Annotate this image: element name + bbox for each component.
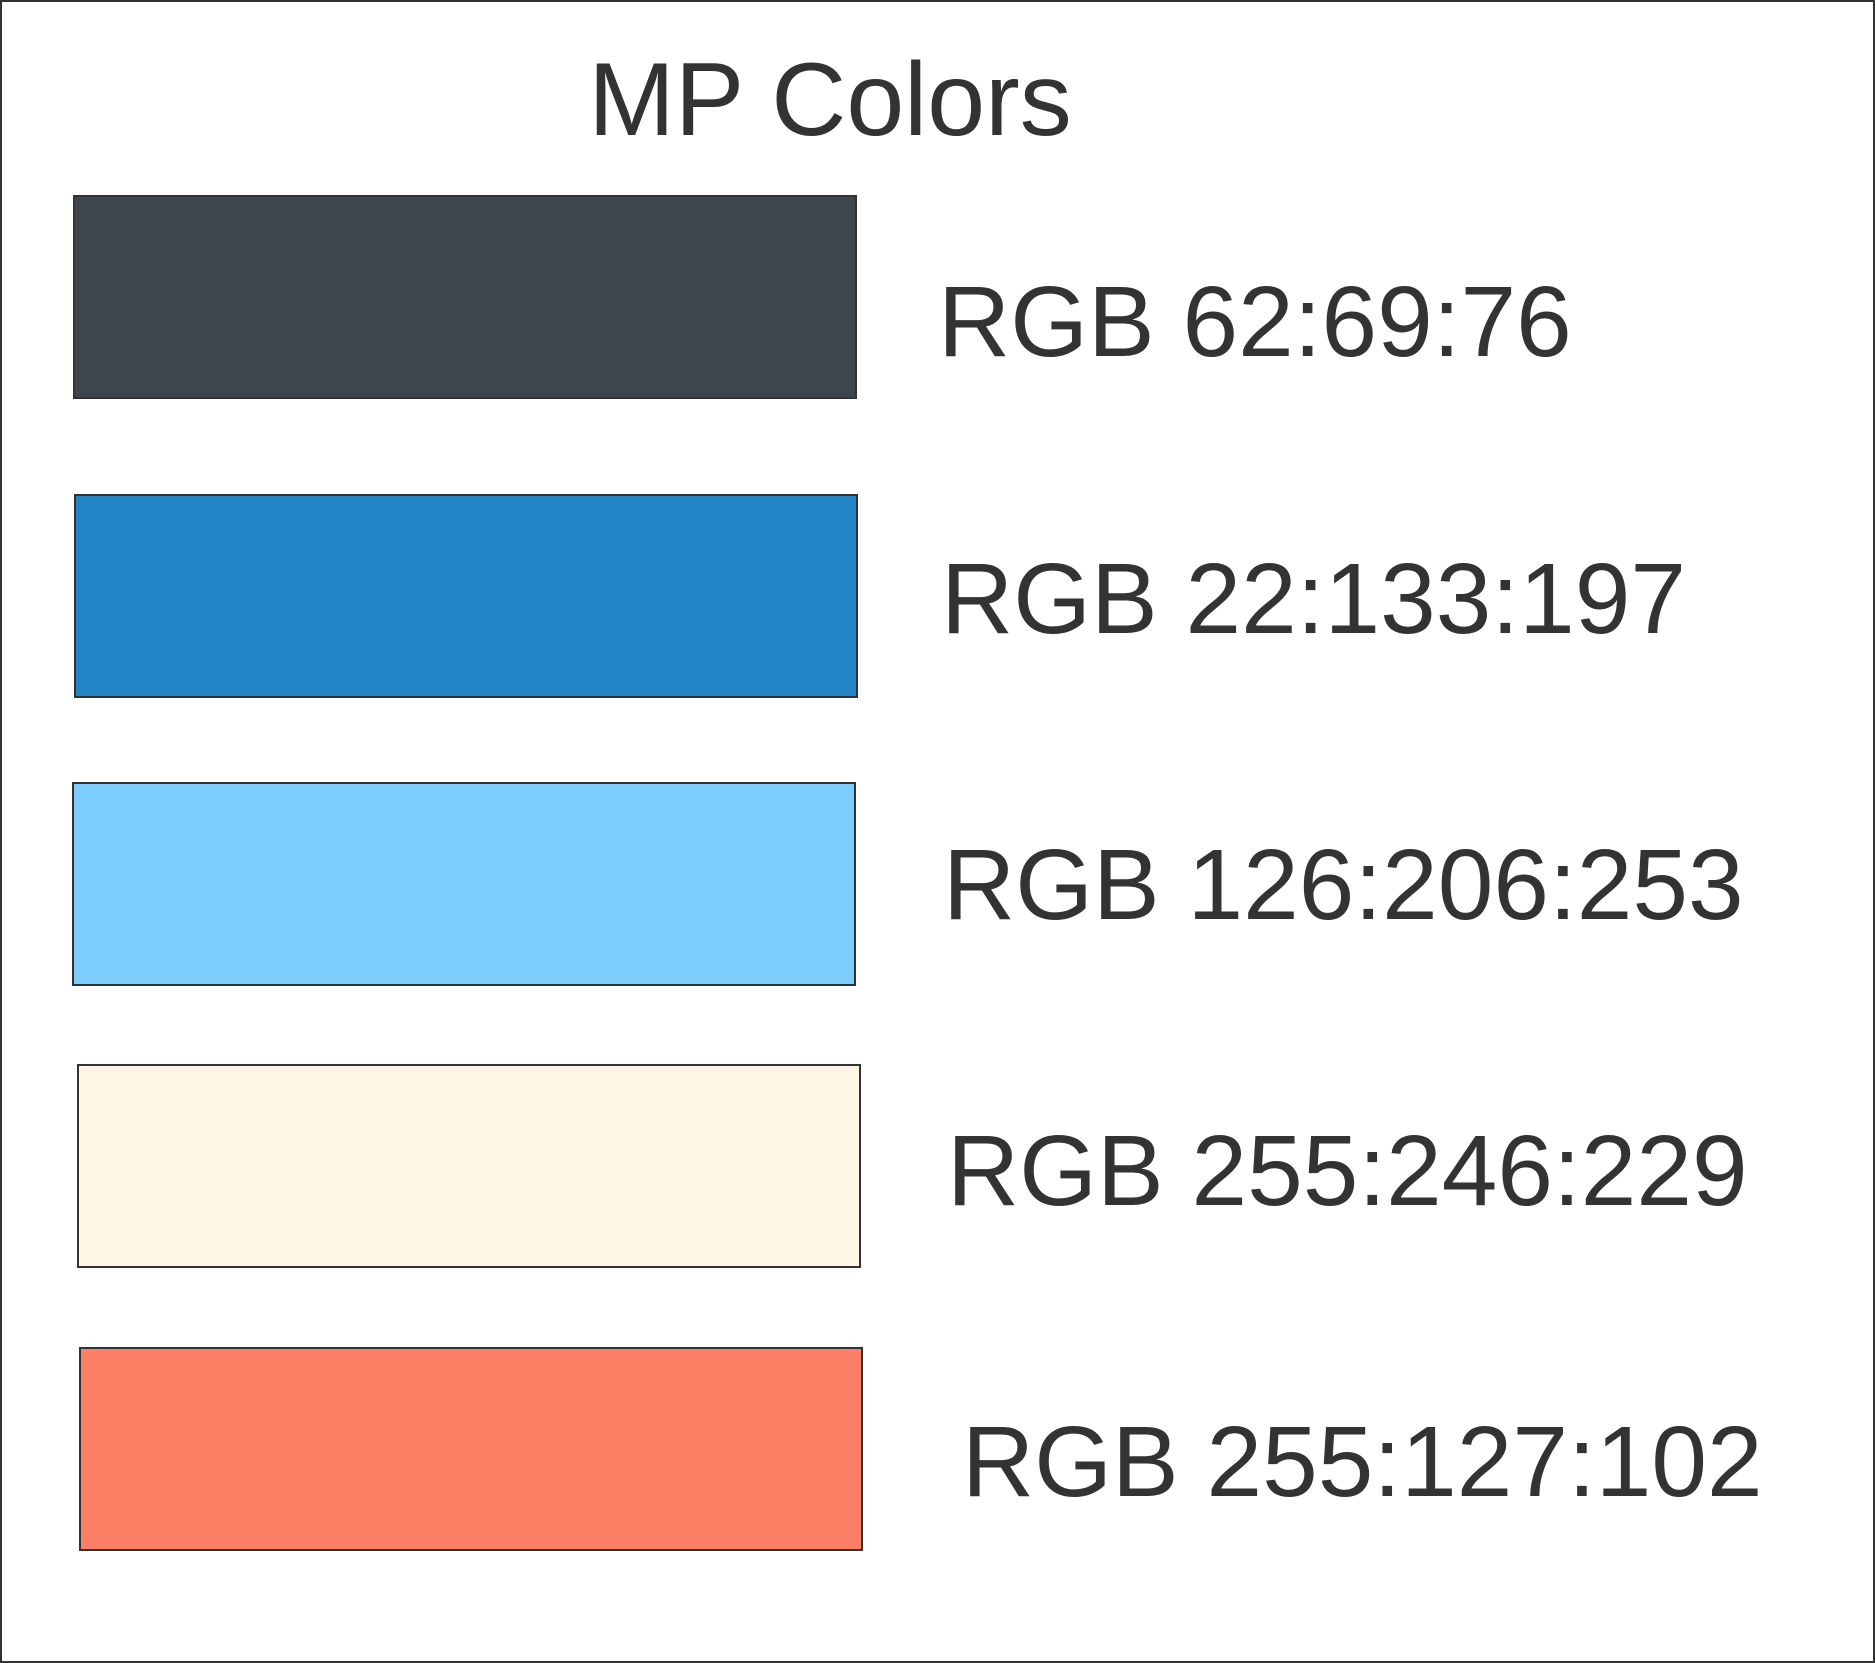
swatch-row-4: RGB 255:246:229: [2, 1064, 1875, 1274]
rgb-label-4: RGB 255:246:229: [947, 1115, 1748, 1227]
color-swatch-5: [79, 1347, 863, 1551]
swatch-row-2: RGB 22:133:197: [2, 494, 1875, 704]
rgb-label-3: RGB 126:206:253: [943, 829, 1744, 941]
swatch-row-5: RGB 255:127:102: [2, 1347, 1875, 1557]
swatch-row-3: RGB 126:206:253: [2, 782, 1875, 992]
rgb-label-2: RGB 22:133:197: [941, 543, 1686, 655]
palette-title: MP Colors: [588, 42, 1072, 158]
rgb-label-5: RGB 255:127:102: [962, 1406, 1763, 1518]
swatch-row-1: RGB 62:69:76: [2, 195, 1875, 405]
color-swatch-4: [77, 1064, 861, 1268]
color-swatch-2: [74, 494, 858, 698]
color-swatch-3: [72, 782, 856, 986]
rgb-label-1: RGB 62:69:76: [938, 266, 1572, 378]
color-swatch-1: [73, 195, 857, 399]
